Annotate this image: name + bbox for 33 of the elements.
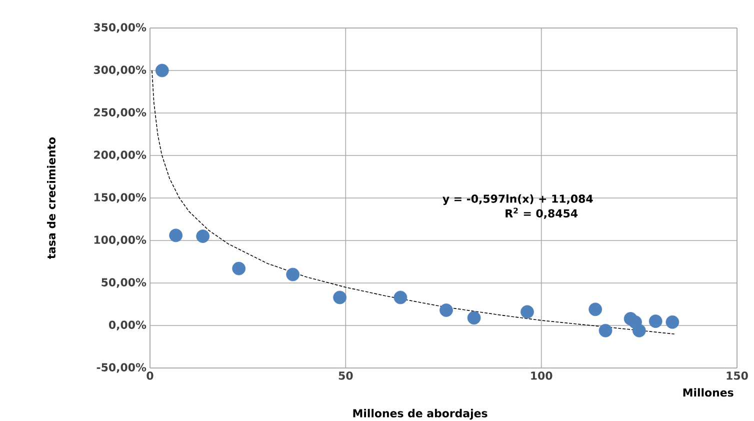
point <box>648 314 662 328</box>
annotation: y = -0,597ln(x) + 11,084 <box>442 194 593 206</box>
x-axis-title: Millones de abordajes <box>353 408 488 420</box>
y-tick-label: 250,00% <box>94 108 146 118</box>
x-tick-label: 0 <box>146 372 154 380</box>
point <box>394 290 408 304</box>
point <box>598 324 612 338</box>
point <box>155 64 169 78</box>
y-tick-label: 0,00% <box>108 320 146 330</box>
text: Millones <box>683 388 734 397</box>
point <box>333 290 346 304</box>
annotation: R$^{2}$ = 0,8454 <box>506 208 578 219</box>
point <box>588 302 602 316</box>
point <box>520 305 534 319</box>
point <box>232 262 246 276</box>
point <box>467 311 481 325</box>
y-tick-label: 300,00% <box>94 66 146 76</box>
x-tick-label: 50 <box>338 372 353 380</box>
y-tick-label: -50,00% <box>96 363 146 373</box>
point <box>666 315 680 329</box>
point <box>196 230 210 243</box>
y-axis-title: tasa de crecimiento <box>47 137 56 259</box>
y-tick-label: 50,00% <box>102 278 146 288</box>
point <box>632 324 646 338</box>
y-tick-label: 150,00% <box>94 193 146 203</box>
x-tick-label: 150 <box>726 372 748 380</box>
point <box>440 304 453 317</box>
x-tick-label: 100 <box>531 372 552 380</box>
y-tick-label: 350,00% <box>94 23 146 33</box>
y-tick-label: 100,00% <box>94 236 146 246</box>
point <box>169 228 183 242</box>
point <box>286 268 300 282</box>
y-tick-label: 200,00% <box>94 150 146 160</box>
